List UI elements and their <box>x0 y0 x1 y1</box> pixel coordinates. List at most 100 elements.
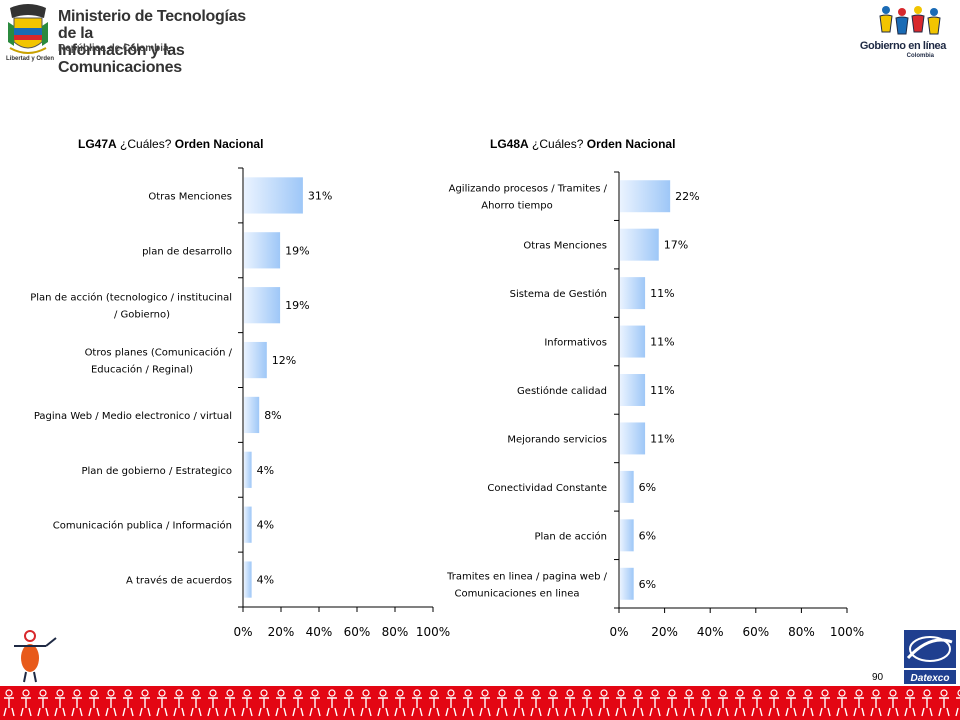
person-glyph <box>326 689 338 717</box>
data-label: 8% <box>264 409 281 422</box>
bar <box>620 470 634 503</box>
x-tick-label: 20% <box>268 625 295 639</box>
person-glyph <box>819 689 831 717</box>
gel-logo-country: Colombia <box>906 53 934 59</box>
person-glyph <box>105 689 117 717</box>
person-glyph <box>411 689 423 717</box>
chart-lg47a: 0% 20% 40% 60% 80% 100% 31% Otras Menciones 19% p… <box>30 167 450 639</box>
x-tick-label: 40% <box>306 625 333 639</box>
category-label: Otros planes (Comunicación / <box>85 347 233 359</box>
person-glyph <box>615 689 627 717</box>
datexco-label: Datexco <box>911 673 950 684</box>
person-glyph <box>258 689 270 717</box>
category-label: Gestiónde calidad <box>517 385 607 397</box>
bar <box>244 561 252 598</box>
category-label: Informativos <box>544 338 607 349</box>
person-glyph <box>666 689 678 717</box>
person-glyph <box>717 689 729 717</box>
person-glyph <box>139 689 151 717</box>
bar <box>244 232 281 269</box>
motto-text: Libertad y Orden <box>6 56 55 62</box>
person-glyph <box>598 689 610 717</box>
category-label: Educación / Reginal) <box>91 364 193 376</box>
x-tick-label: 100% <box>830 625 864 639</box>
people-figures-icon <box>879 6 941 35</box>
person-glyph <box>479 689 491 717</box>
person-glyph <box>751 689 763 717</box>
person-glyph <box>462 689 474 717</box>
chart-title-scope: Orden Nacional <box>586 137 676 151</box>
category-label: A través de acuerdos <box>126 575 232 587</box>
data-label: 4% <box>257 574 274 587</box>
person-glyph <box>360 689 372 717</box>
coat-of-arms-logo <box>8 4 48 54</box>
gobierno-en-linea-logo <box>879 6 941 35</box>
person-glyph <box>428 689 440 717</box>
person-glyph <box>88 689 100 717</box>
bar <box>244 177 303 214</box>
bar <box>244 287 281 324</box>
category-label: Comunicación publica / Información <box>53 520 232 532</box>
person-figure-icon <box>14 630 57 683</box>
category-label: Conectividad Constante <box>487 483 607 494</box>
category-label: / Gobierno) <box>114 310 170 321</box>
person-glyph <box>224 689 236 717</box>
category-label: Mejorando servicios <box>507 434 607 445</box>
person-glyph <box>887 689 899 717</box>
person-glyph <box>785 689 797 717</box>
person-glyph <box>496 689 508 717</box>
person-glyph <box>377 689 389 717</box>
person-glyph <box>802 689 814 717</box>
person-glyph <box>530 689 542 717</box>
x-tick-label: 40% <box>697 625 724 639</box>
data-label: 4% <box>257 464 274 477</box>
person-glyph <box>207 689 219 717</box>
person-glyph <box>173 689 185 717</box>
x-tick-label: 0% <box>609 625 628 639</box>
person-glyph <box>513 689 525 717</box>
person-glyph <box>394 689 406 717</box>
data-label: 11% <box>650 336 674 349</box>
data-label: 19% <box>285 244 309 257</box>
gel-logo-text: Gobierno en línea <box>859 40 947 52</box>
data-label: 11% <box>650 384 674 397</box>
data-label: 19% <box>285 299 309 312</box>
bar <box>244 341 267 379</box>
person-glyph <box>581 689 593 717</box>
bar <box>244 396 260 434</box>
x-tick-label: 20% <box>651 625 678 639</box>
person-glyph <box>122 689 134 717</box>
chart-title-question: ¿Cuáles? <box>532 137 584 151</box>
bar <box>620 180 671 213</box>
person-glyph <box>700 689 712 717</box>
chart-lg48a: 0% 20% 40% 60% 80% 100% 22% Agilizando procesos… <box>446 171 864 639</box>
person-glyph <box>870 689 882 717</box>
person-glyph <box>853 689 865 717</box>
person-glyph <box>54 689 66 717</box>
person-glyph <box>20 689 32 717</box>
person-glyph <box>343 689 355 717</box>
category-label: Sistema de Gestión <box>510 288 607 300</box>
category-label: Otras Menciones <box>148 191 232 202</box>
chart-title-lg48a: LG48A ¿Cuáles? Orden Nacional <box>490 137 675 151</box>
bar <box>620 422 646 455</box>
chart-title-scope: Orden Nacional <box>174 137 264 151</box>
person-glyph <box>955 689 960 717</box>
chart-title-lg47a: LG47A ¿Cuáles? Orden Nacional <box>78 137 263 151</box>
bar <box>244 506 252 543</box>
person-glyph <box>921 689 933 717</box>
data-label: 6% <box>639 578 656 591</box>
x-tick-label: 60% <box>344 625 371 639</box>
bar <box>620 374 646 406</box>
person-glyph <box>292 689 304 717</box>
footer-people-band <box>0 686 960 720</box>
bar <box>620 519 634 552</box>
person-glyph <box>445 689 457 717</box>
category-label: Tramites en linea / pagina web / <box>446 571 608 582</box>
person-glyph <box>632 689 644 717</box>
page-number: 90 <box>872 672 884 683</box>
person-glyph <box>241 689 253 717</box>
person-glyph <box>547 689 559 717</box>
category-label: Plan de acción <box>535 530 608 542</box>
person-glyph <box>37 689 49 717</box>
